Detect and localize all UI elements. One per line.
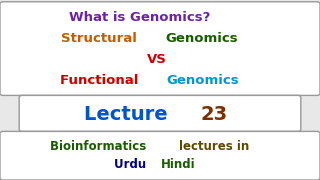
- Text: VS: VS: [147, 53, 167, 66]
- Text: Urdu: Urdu: [114, 158, 150, 171]
- Text: Genomics: Genomics: [167, 74, 239, 87]
- FancyBboxPatch shape: [0, 131, 320, 180]
- FancyBboxPatch shape: [19, 95, 301, 131]
- Text: lectures in: lectures in: [180, 140, 250, 153]
- Text: 23: 23: [201, 105, 228, 124]
- Text: Bioinformatics: Bioinformatics: [50, 140, 150, 153]
- Text: Genomics: Genomics: [165, 32, 238, 45]
- Text: What is Genomics?: What is Genomics?: [69, 11, 210, 24]
- FancyBboxPatch shape: [0, 2, 320, 95]
- Text: Functional: Functional: [60, 74, 143, 87]
- Text: Lecture: Lecture: [84, 105, 175, 124]
- Text: Hindi: Hindi: [161, 158, 196, 171]
- Text: Structural: Structural: [61, 32, 142, 45]
